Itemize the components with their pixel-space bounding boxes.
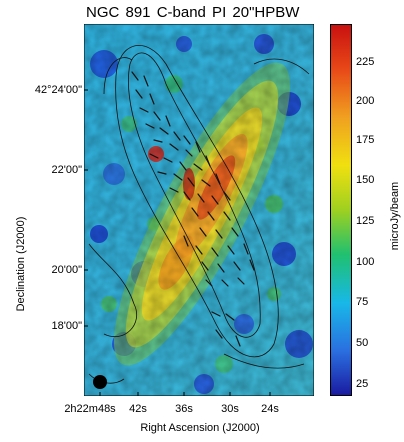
x-tick-label: 42s [129, 403, 147, 415]
x-tick-label: 24s [261, 403, 279, 415]
colorbar-tick: 175 [356, 134, 375, 146]
y-tick-label: 20'00" [51, 264, 82, 276]
colorbar-label: microJy/beam [389, 181, 401, 251]
x-tick-label: 2h22m48s [64, 403, 116, 415]
polarization-map [84, 24, 314, 396]
colorbar-tick: 50 [356, 337, 369, 349]
x-axis-label: Right Ascension (J2000) [140, 422, 260, 434]
colorbar-tick: 200 [356, 95, 375, 107]
x-tick-label: 36s [175, 403, 193, 415]
colorbar-tick: 100 [356, 256, 375, 268]
x-tick-label: 30s [221, 403, 239, 415]
colorbar-tick: 125 [356, 215, 375, 227]
figure-title: NGC 891 C-band PI 20"HPBW [86, 4, 300, 21]
colorbar-tick: 150 [356, 174, 375, 186]
colorbar-tick: 25 [356, 378, 369, 390]
y-axis-label: Declination (J2000) [15, 216, 27, 312]
y-tick-label: 18'00" [51, 320, 82, 332]
y-tick-label: 42°24'00" [34, 84, 82, 96]
colorbar-tick: 225 [356, 56, 375, 68]
colorbar [330, 24, 352, 396]
colorbar-tick: 75 [356, 296, 369, 308]
beam-marker [93, 375, 107, 389]
y-tick-label: 22'00" [51, 164, 82, 176]
